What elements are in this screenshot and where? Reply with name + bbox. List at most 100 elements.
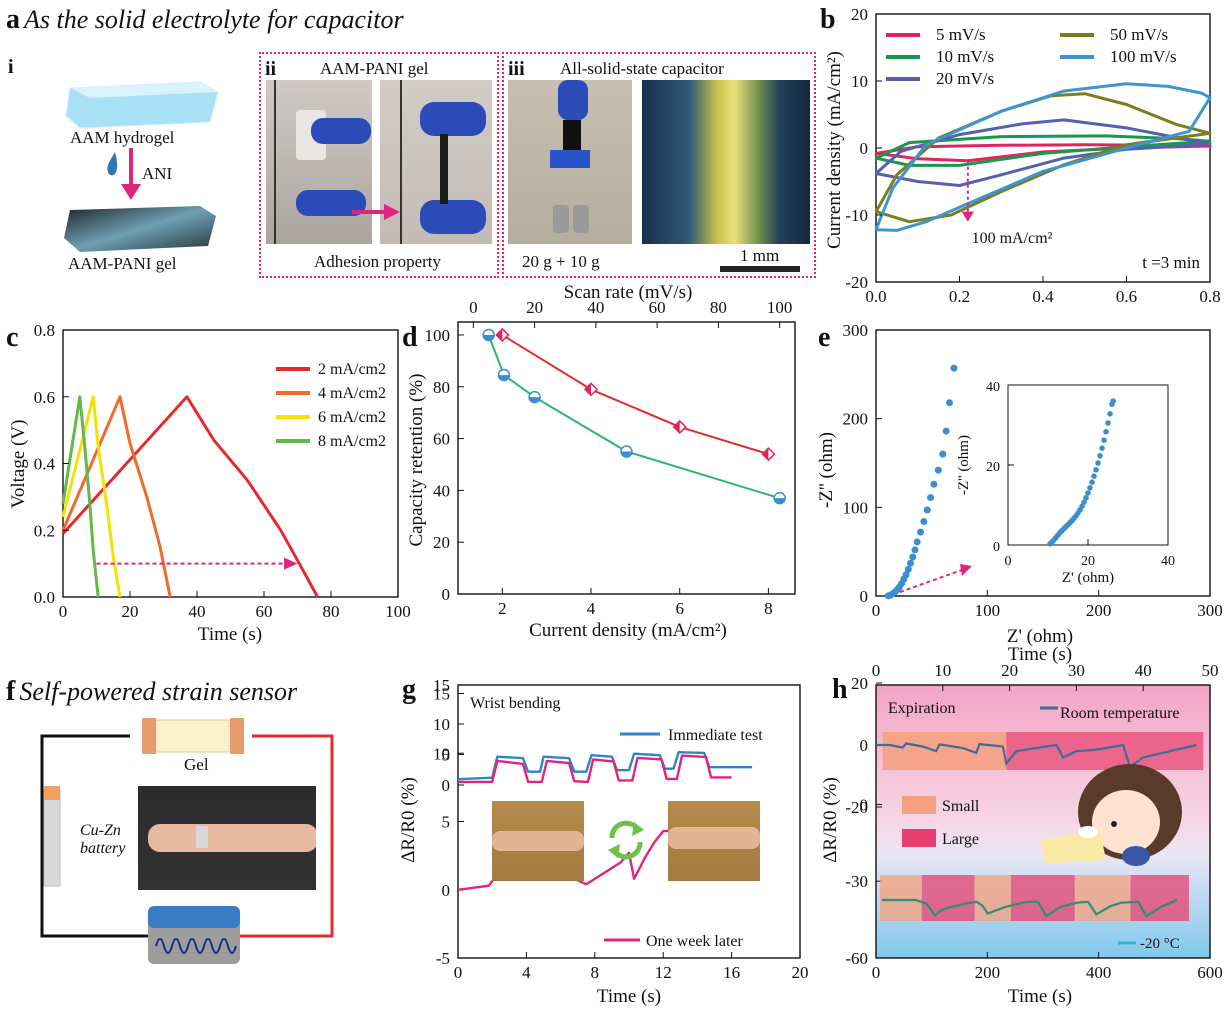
nyquist-point (950, 364, 958, 372)
annotation-label: 100 mA/cm² (972, 230, 1053, 247)
y-tick-label: 80 (433, 378, 450, 397)
x-tick-label: 0 (872, 601, 881, 620)
wrist-bent-photo (492, 801, 584, 881)
subpanel-iii-caption: 20 g + 10 g (522, 252, 600, 271)
y-tick-label: 0.0 (34, 588, 55, 607)
inset-nyquist-point (1087, 485, 1093, 491)
y-tick-label: 100 (425, 326, 451, 345)
y-tick-label: -20 (845, 798, 868, 817)
panel-letter: d (402, 322, 418, 353)
arrow-right-icon (352, 204, 400, 220)
data-point-circle-fill (621, 451, 632, 458)
small-band (880, 875, 922, 921)
x-tick-label: 60 (256, 602, 273, 621)
panel-a-header: a As the solid electrolyte for capacitor (6, 4, 404, 36)
retention-scan-rate-line (487, 334, 780, 500)
inset-nyquist-point (1103, 429, 1109, 435)
gcd-curve-4mAcm2 (61, 395, 172, 598)
x-tick-label: 0 (59, 602, 68, 621)
x-tick-label: 16 (723, 963, 740, 982)
y-tick-label: 20 (851, 5, 868, 24)
subpanel-iii-title: All-solid-state capacitor (560, 59, 724, 78)
y-tick-label: 5 (442, 746, 451, 765)
y-tick-label: 5 (442, 813, 451, 832)
nyquist-point (904, 565, 912, 573)
y-tick-label: 60 (433, 430, 450, 449)
panel-f: f Self-powered strain sensor Gel Cu-Zn b… (0, 670, 400, 1010)
inset-nyquist-point (1091, 473, 1097, 480)
x-tick-label: 0 (469, 298, 478, 317)
legend-swatch (902, 796, 936, 814)
y-tick-label: 200 (843, 410, 869, 429)
wrist-sensor-photo (138, 786, 316, 890)
inset-nyquist-point (1101, 437, 1107, 444)
panel-title: Self-powered strain sensor (19, 677, 298, 706)
inset-x-axis-label: Z' (ohm) (1062, 570, 1114, 586)
nyquist-point (917, 528, 925, 536)
x-tick-label: 20 (1081, 554, 1095, 569)
x2-axis-label: Scan rate (mV/s) (564, 282, 693, 303)
x-axis-label: Time (s) (1008, 986, 1072, 1007)
data-point-circle-fill (774, 498, 786, 504)
y-tick-label: 0 (860, 736, 869, 755)
nyquist-point (913, 538, 921, 546)
y-tick-label: 0 (442, 585, 451, 604)
y-tick-label: 0.2 (34, 521, 55, 540)
x-tick-label: 0.0 (865, 287, 886, 306)
x2-axis-label: Time (s) (1008, 644, 1072, 665)
large-band (1010, 875, 1075, 921)
legend-label: Small (942, 798, 980, 815)
gcd-curve-6mAcm2 (61, 395, 122, 598)
y-axis-label: ΔR/R0 (%) (398, 777, 419, 863)
y-tick-label: 300 (843, 321, 869, 340)
x-tick-label: 0.6 (1116, 287, 1137, 306)
gcd-curve-8mAcm2 (61, 395, 100, 598)
inset-nyquist-point (1105, 420, 1111, 426)
inset-nyquist-point (1095, 460, 1101, 466)
y-tick-label: 0 (860, 587, 869, 606)
x-axis-label: Current density (mA/cm²) (529, 620, 727, 641)
x-tick-label: 0 (872, 963, 881, 982)
cv-curve-20mVs (875, 118, 1212, 187)
inset-frame (1007, 384, 1169, 546)
panel-letter: e (818, 322, 830, 353)
x-tick-label: 80 (323, 602, 340, 621)
nyquist-point (942, 427, 950, 435)
immediate-test-line (457, 751, 753, 781)
small-band (1074, 875, 1131, 921)
x-tick-label: 8 (591, 963, 600, 982)
y-tick-label: 20 (433, 533, 450, 552)
nyquist-point (911, 546, 919, 554)
plot-frame (457, 321, 796, 595)
subpanel-iii-frame (502, 52, 816, 278)
y-axis-label: Capacity retention (%) (406, 373, 427, 546)
nyquist-point (920, 518, 928, 526)
adhesion-photo-left (266, 80, 372, 244)
battery-label: Cu-Zn battery (80, 822, 125, 858)
cv-curve-10mVs (875, 134, 1212, 167)
data-point-diamond-fill (496, 328, 503, 341)
x-tick-label: 0 (1005, 554, 1012, 569)
gcd-curve-2mAcm2 (61, 395, 319, 598)
ani-label: ANI (142, 164, 173, 183)
legend-label: Room temperature (1060, 705, 1180, 722)
legend-label: 5 mV/s (936, 25, 986, 44)
panel-letter: f (6, 676, 16, 707)
cartoon-person-illustration (1040, 764, 1182, 866)
y-tick-label: -10 (845, 206, 868, 225)
x-tick-label: 30 (1068, 661, 1085, 680)
x-tick-label: 10 (934, 661, 951, 680)
large-band (1130, 875, 1189, 921)
y-tick-label: 0 (860, 139, 869, 158)
legend-label: 50 mV/s (1110, 25, 1168, 44)
inset-nyquist-point (1083, 495, 1089, 501)
x-tick-label: 20 (526, 298, 543, 317)
aam-pani-gel-label: AAM-PANI gel (68, 254, 177, 273)
subpanel-label-ii: ii (265, 58, 277, 80)
y-tick-label: 0 (860, 795, 869, 814)
y-axis-label: ΔR/R0 (%) (820, 777, 841, 863)
nyquist-point (909, 553, 917, 561)
x-tick-label: 12 (655, 963, 672, 982)
panel-letter: c (6, 322, 18, 353)
nyquist-point (923, 506, 931, 514)
